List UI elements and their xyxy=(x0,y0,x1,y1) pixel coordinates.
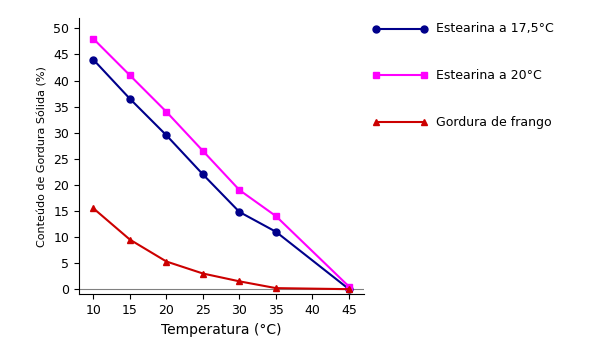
X-axis label: Temperatura (°C): Temperatura (°C) xyxy=(161,323,281,337)
Y-axis label: Conteúdo de Gordura Sólida (%): Conteúdo de Gordura Sólida (%) xyxy=(38,66,47,247)
Text: Gordura de frango: Gordura de frango xyxy=(436,116,552,129)
Text: Estearina a 20°C: Estearina a 20°C xyxy=(436,69,542,82)
Text: Estearina a 17,5°C: Estearina a 17,5°C xyxy=(436,22,554,35)
